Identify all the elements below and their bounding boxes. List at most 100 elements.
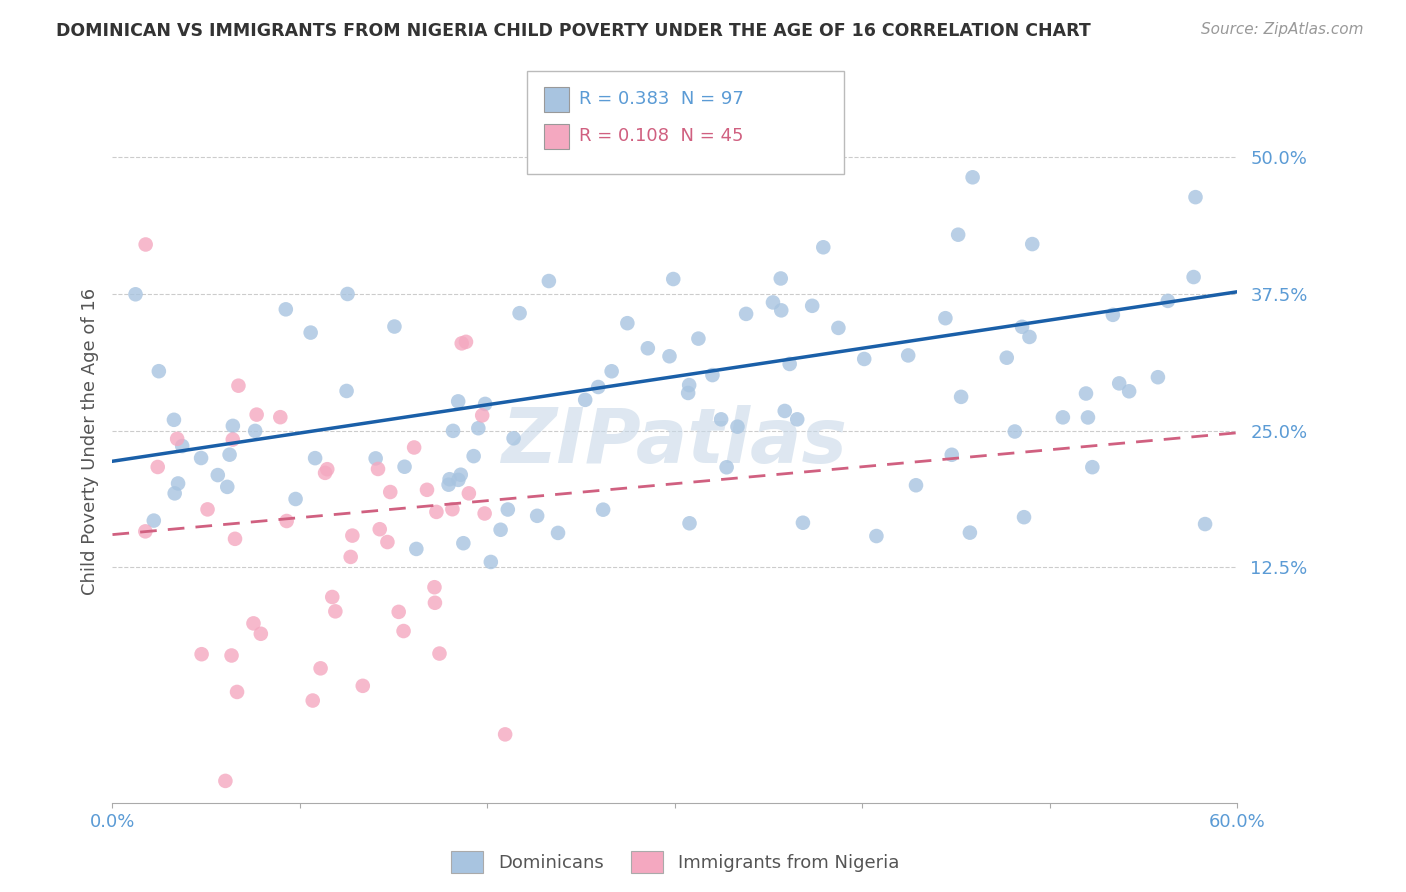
Point <box>1021 237 1043 252</box>
Y-axis label: Child Poverty Under the Age of 16: Child Poverty Under the Age of 16 <box>80 288 98 595</box>
Point <box>221 648 243 663</box>
Point <box>339 549 361 564</box>
Point <box>995 351 1018 365</box>
Legend: Dominicans, Immigrants from Nigeria: Dominicans, Immigrants from Nigeria <box>444 844 905 880</box>
Point <box>453 536 475 550</box>
Point <box>792 516 814 530</box>
Point <box>904 478 927 492</box>
Point <box>226 685 249 699</box>
Point <box>586 380 609 394</box>
Point <box>441 502 464 516</box>
Point <box>1052 410 1074 425</box>
Point <box>474 507 496 521</box>
Point <box>946 227 969 242</box>
Point <box>368 522 391 536</box>
Point <box>1147 370 1170 384</box>
Point <box>135 237 157 252</box>
Point <box>1182 270 1205 285</box>
Point <box>214 773 236 788</box>
Point <box>710 412 733 426</box>
Point <box>1108 376 1130 391</box>
Point <box>702 368 724 382</box>
Point <box>762 295 785 310</box>
Point <box>489 523 512 537</box>
Point <box>380 485 402 500</box>
Point <box>392 624 415 638</box>
Point <box>1102 308 1125 322</box>
Point <box>447 394 470 409</box>
Point <box>166 432 188 446</box>
Point <box>678 516 700 531</box>
Point <box>367 462 389 476</box>
Point <box>274 302 297 317</box>
Point <box>467 421 489 435</box>
Point <box>429 647 451 661</box>
Point <box>316 462 339 476</box>
Point <box>142 514 165 528</box>
Point <box>246 408 269 422</box>
Point <box>405 541 427 556</box>
Point <box>1074 386 1097 401</box>
Point <box>148 364 170 378</box>
Point <box>134 524 156 539</box>
Point <box>600 364 623 378</box>
Point <box>314 466 336 480</box>
Point <box>1118 384 1140 399</box>
Point <box>450 467 472 482</box>
Point <box>934 311 956 326</box>
Point <box>124 287 146 301</box>
Point <box>496 502 519 516</box>
Point <box>574 392 596 407</box>
Point <box>773 404 796 418</box>
Point <box>450 336 472 351</box>
Point <box>770 303 793 318</box>
Point <box>1157 293 1180 308</box>
Point <box>1194 517 1216 532</box>
Point <box>447 473 470 487</box>
Point <box>167 476 190 491</box>
Point <box>1004 425 1026 439</box>
Point <box>1077 410 1099 425</box>
Point <box>827 321 849 335</box>
Point <box>394 459 416 474</box>
Point <box>962 170 984 185</box>
Point <box>735 307 758 321</box>
Point <box>416 483 439 497</box>
Point <box>336 287 359 301</box>
Point <box>276 514 298 528</box>
Point <box>865 529 887 543</box>
Point <box>502 431 524 445</box>
Point <box>242 616 264 631</box>
Point <box>352 679 374 693</box>
Text: ZIPatlas: ZIPatlas <box>502 405 848 478</box>
Point <box>190 450 212 465</box>
Point <box>658 349 681 363</box>
Point <box>457 486 479 500</box>
Point <box>1011 319 1033 334</box>
Point <box>222 433 245 447</box>
Point <box>801 299 824 313</box>
Point <box>454 334 477 349</box>
Text: R = 0.383  N = 97: R = 0.383 N = 97 <box>579 90 744 108</box>
Point <box>479 555 502 569</box>
Point <box>463 449 485 463</box>
Point <box>336 384 359 398</box>
Point <box>950 390 973 404</box>
Text: Source: ZipAtlas.com: Source: ZipAtlas.com <box>1201 22 1364 37</box>
Point <box>197 502 219 516</box>
Point <box>190 647 212 661</box>
Point <box>537 274 560 288</box>
Point <box>342 528 364 542</box>
Point <box>676 386 699 401</box>
Point <box>163 486 186 500</box>
Point <box>897 348 920 362</box>
Point <box>299 326 322 340</box>
Point <box>404 441 426 455</box>
Point <box>509 306 531 320</box>
Point <box>637 341 659 355</box>
Point <box>779 357 801 371</box>
Point <box>592 502 614 516</box>
Point <box>547 525 569 540</box>
Point <box>250 627 273 641</box>
Point <box>163 413 186 427</box>
